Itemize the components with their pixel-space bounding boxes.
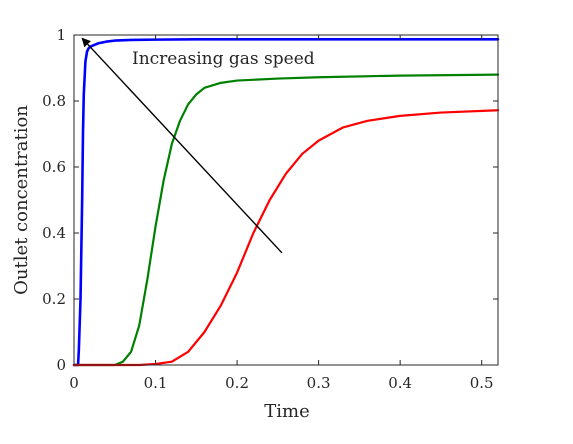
- y-tick-label: 0.2: [42, 290, 66, 308]
- axes-box: [73, 34, 499, 366]
- series-line-1: [72, 37, 500, 367]
- x-tick-label: 0.1: [144, 374, 168, 392]
- y-tick-label: 0.6: [42, 158, 66, 176]
- x-tick-label: 0.3: [307, 374, 331, 392]
- annotation-arrow: [81, 37, 283, 254]
- y-tick-label: 1: [56, 26, 66, 44]
- plot-area: [74, 35, 498, 365]
- series-line-2: [72, 73, 500, 367]
- y-tick-label: 0: [56, 356, 66, 374]
- series-line-3: [72, 109, 500, 367]
- y-tick-label: 0.8: [42, 92, 66, 110]
- x-tick-label: 0.2: [225, 374, 249, 392]
- annotation-layer: Increasing gas speed: [81, 37, 315, 254]
- x-tick-label: 0.5: [470, 374, 494, 392]
- ticks-layer: 0 0.1 0.2 0.3 0.4 0.5 0 0.2 0.4 0.6 0.8 1: [42, 26, 498, 392]
- series-layer: [72, 37, 500, 367]
- x-axis-label: Time: [264, 401, 309, 422]
- x-tick-label: 0: [69, 374, 79, 392]
- x-tick-label: 0.4: [388, 374, 412, 392]
- annotation-text: Increasing gas speed: [132, 49, 315, 69]
- y-axis-label: Outlet concentration: [11, 105, 32, 295]
- y-tick-label: 0.4: [42, 224, 66, 242]
